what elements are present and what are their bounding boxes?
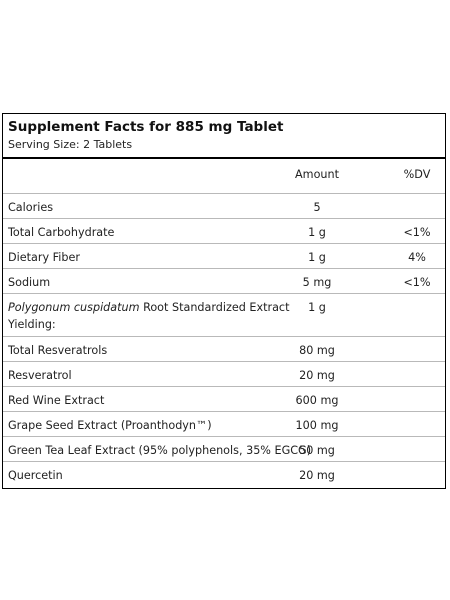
nutrient-name: Dietary Fiber <box>8 251 80 264</box>
table-row: Resveratrol 20 mg <box>3 362 445 387</box>
nutrient-dv: <1% <box>403 276 431 289</box>
nutrient-amount: 5 mg <box>302 276 332 289</box>
nutrient-name: Total Carbohydrate <box>8 226 115 239</box>
table-row: Total Carbohydrate 1 g <1% <box>3 219 445 244</box>
nutrient-amount: 1 g <box>308 226 326 239</box>
nutrient-name: Resveratrol <box>8 369 72 382</box>
table-row: Green Tea Leaf Extract (95% polyphenols,… <box>3 437 445 462</box>
nutrient-name: Sodium <box>8 276 51 289</box>
table-row: Sodium 5 mg <1% <box>3 269 445 294</box>
nutrient-amount: 20 mg <box>299 469 335 482</box>
supplement-facts-panel: Supplement Facts for 885 mg Tablet Servi… <box>2 113 446 489</box>
dv-column-header: %DV <box>403 168 431 181</box>
nutrient-amount: 50 mg <box>299 444 335 457</box>
table-row: Calories 5 <box>3 194 445 219</box>
serving-size: Serving Size: 2 Tablets <box>8 138 133 151</box>
nutrient-name: Red Wine Extract <box>8 394 105 407</box>
nutrient-amount: 80 mg <box>299 344 335 357</box>
nutrient-name: Polygonum cuspidatum Root Standardized E… <box>8 299 306 333</box>
nutrient-amount: 1 g <box>308 251 326 264</box>
nutrient-dv: 4% <box>408 251 426 264</box>
nutrient-amount: 20 mg <box>299 369 335 382</box>
table-row: Dietary Fiber 1 g 4% <box>3 244 445 269</box>
table-row: Total Resveratrols 80 mg <box>3 337 445 362</box>
nutrient-name: Calories <box>8 201 54 214</box>
nutrient-amount: 1 g <box>308 301 326 314</box>
table-row: Red Wine Extract 600 mg <box>3 387 445 412</box>
facts-table: Amount %DV Calories 5 Total Carbohydrate… <box>3 159 445 487</box>
table-row: Polygonum cuspidatum Root Standardized E… <box>3 294 445 337</box>
nutrient-amount: 600 mg <box>295 394 339 407</box>
extract-description: Root Standardized Extract Yielding: <box>8 301 290 331</box>
amount-column-header: Amount <box>295 168 339 181</box>
column-header-row: Amount %DV <box>3 159 445 194</box>
header-divider <box>3 157 445 159</box>
nutrient-amount: 100 mg <box>295 419 339 432</box>
panel-title: Supplement Facts for 885 mg Tablet <box>8 119 284 135</box>
nutrient-dv: <1% <box>403 226 431 239</box>
table-row: Grape Seed Extract (Proanthodyn™) 100 mg <box>3 412 445 437</box>
table-row: Quercetin 20 mg <box>3 462 445 487</box>
botanical-name: Polygonum cuspidatum <box>8 301 140 314</box>
nutrient-name: Quercetin <box>8 469 63 482</box>
nutrient-amount: 5 <box>313 201 321 214</box>
nutrient-name: Green Tea Leaf Extract (95% polyphenols,… <box>8 444 312 457</box>
nutrient-name: Grape Seed Extract (Proanthodyn™) <box>8 419 212 432</box>
nutrient-name: Total Resveratrols <box>8 344 108 357</box>
